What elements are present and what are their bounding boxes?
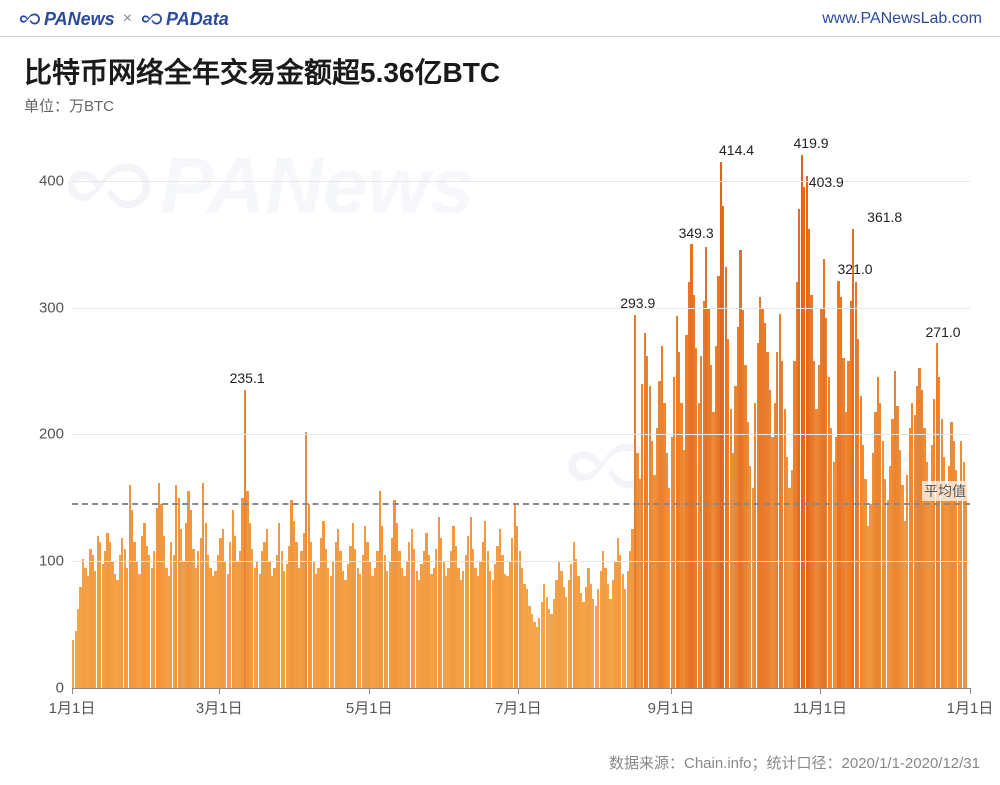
- infinity-icon: [18, 8, 40, 30]
- peak-label: 271.0: [926, 324, 961, 340]
- peak-label: 293.9: [620, 295, 655, 311]
- bars-container: [72, 130, 970, 688]
- x-tick-label: 5月1日: [346, 697, 393, 718]
- y-tick-label: 0: [24, 680, 64, 697]
- x-tick-mark: [219, 688, 220, 694]
- peak-label: 414.4: [719, 142, 754, 158]
- x-tick-mark: [820, 688, 821, 694]
- plot-area: 01002003004001月1日3月1日5月1日7月1日9月1日11月1日1月…: [72, 130, 970, 689]
- x-tick-mark: [671, 688, 672, 694]
- brand1-text: PANews: [44, 9, 115, 30]
- x-tick-label: 1月1日: [947, 697, 994, 718]
- y-tick-label: 300: [24, 299, 64, 316]
- x-tick-mark: [369, 688, 370, 694]
- chart: 01002003004001月1日3月1日5月1日7月1日9月1日11月1日1月…: [24, 130, 980, 725]
- y-gridline: [72, 308, 970, 309]
- x-tick-label: 1月1日: [49, 697, 96, 718]
- brand-padata: PAData: [140, 8, 229, 30]
- header: PANews × PAData www.PANewsLab.com: [0, 0, 1000, 37]
- infinity-icon: [140, 8, 162, 30]
- brand2-text: PAData: [166, 9, 229, 30]
- brand-left: PANews × PAData: [18, 8, 229, 30]
- x-tick-mark: [72, 688, 73, 694]
- brand-separator: ×: [123, 10, 132, 28]
- x-tick-mark: [518, 688, 519, 694]
- peak-label: 321.0: [838, 261, 873, 277]
- y-gridline: [72, 561, 970, 562]
- brand-url[interactable]: www.PANewsLab.com: [822, 10, 982, 28]
- x-tick-label: 11月1日: [793, 697, 847, 718]
- peak-label: 403.9: [809, 174, 844, 190]
- y-gridline: [72, 434, 970, 435]
- peak-label: 419.9: [794, 135, 829, 151]
- y-tick-label: 400: [24, 172, 64, 189]
- brand-panews: PANews: [18, 8, 115, 30]
- title-block: 比特币网络全年交易金额超5.36亿BTC 单位：万BTC: [0, 37, 1000, 118]
- average-label: 平均值: [922, 481, 968, 501]
- chart-subtitle: 单位：万BTC: [24, 95, 976, 116]
- peak-label: 235.1: [230, 370, 265, 386]
- chart-title: 比特币网络全年交易金额超5.36亿BTC: [24, 51, 976, 91]
- x-tick-label: 9月1日: [648, 697, 695, 718]
- x-tick-mark: [970, 688, 971, 694]
- peak-label: 361.8: [867, 209, 902, 225]
- x-tick-label: 7月1日: [495, 697, 542, 718]
- average-line: [72, 503, 970, 505]
- y-tick-label: 100: [24, 553, 64, 570]
- bar: [965, 483, 967, 688]
- peak-label: 349.3: [679, 225, 714, 241]
- y-tick-label: 200: [24, 426, 64, 443]
- x-tick-label: 3月1日: [196, 697, 243, 718]
- footer-note: 数据来源：Chain.info；统计口径：2020/1/1-2020/12/31: [609, 752, 980, 773]
